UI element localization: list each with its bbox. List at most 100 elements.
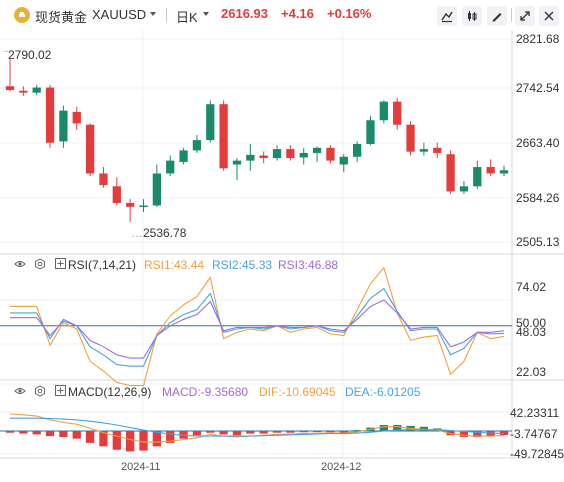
macd-histogram-bar — [339, 431, 348, 433]
y-tick-label: 2742.54 — [516, 81, 560, 95]
macd-histogram-bar — [459, 431, 469, 437]
y-tick-label: 2505.13 — [516, 235, 560, 249]
macd-histogram-bar — [112, 431, 121, 450]
macd-value: MACD:-9.35680 — [162, 385, 249, 399]
rsi-lines-layer — [0, 266, 512, 387]
gold-coin-icon — [14, 7, 30, 23]
y-tick-label: 2584.26 — [516, 191, 560, 205]
close-icon[interactable] — [539, 6, 559, 26]
candle-body — [59, 110, 68, 142]
high-price-label: ¨2790.02 — [4, 48, 52, 62]
pen-icon[interactable] — [487, 6, 507, 26]
macd-histogram-bar — [286, 431, 295, 433]
rsi3-value: RSI3:46.88 — [278, 258, 339, 272]
macd-histogram-bar — [312, 431, 322, 432]
rsi1-value: RSI1:43.44 — [144, 258, 205, 272]
macd-histogram-bar — [299, 431, 308, 433]
macd-histogram-bar — [232, 431, 242, 436]
candle-body — [19, 90, 28, 93]
macd-histogram-bar — [192, 431, 202, 436]
macd-histogram-bar — [139, 431, 148, 451]
macd-histogram-bar — [499, 431, 509, 435]
brush-icon[interactable] — [437, 6, 457, 26]
macd-histogram-bar — [72, 431, 81, 439]
timeframe-dropdown-chevron-icon[interactable] — [203, 12, 209, 16]
timeframe-selector[interactable]: 日K — [176, 10, 198, 25]
macd-histogram-bar — [352, 430, 362, 432]
dif-line — [9, 413, 505, 443]
candle-body — [393, 101, 402, 125]
macd-histogram-bar — [473, 431, 482, 437]
rsi-y-tick: 48.03 — [516, 325, 547, 339]
toolbar-divider — [166, 8, 167, 22]
candle-body — [259, 155, 268, 159]
macd-histogram-bar — [259, 431, 268, 434]
macd-histogram-bar — [19, 431, 28, 434]
candle-body — [379, 101, 388, 121]
candle-body — [206, 104, 215, 141]
candle-body — [246, 154, 255, 161]
candle-body — [446, 154, 455, 192]
macd-histogram-bar — [206, 431, 215, 433]
eye-icon[interactable] — [14, 385, 26, 400]
macd-histogram-bar — [272, 431, 282, 433]
symbol-name[interactable]: 现货黄金 — [35, 10, 88, 25]
candle-body — [219, 104, 228, 169]
expand-icon[interactable] — [55, 258, 66, 272]
macd-histogram-bar — [99, 431, 108, 447]
candle-body — [352, 143, 362, 157]
rsi-y-tick: 74.02 — [516, 280, 547, 294]
price-change-percent: +0.16% — [327, 6, 372, 21]
rsi-header: RSI(7,14,21) RSI1:43.44 RSI2:45.33 RSI3:… — [0, 258, 510, 276]
settings-icon[interactable] — [34, 258, 46, 273]
x-tick-label: 2024-12 — [321, 461, 362, 473]
rsi-y-tick: 50.00 — [516, 316, 547, 330]
candle-body — [459, 186, 469, 192]
macd-histogram-bar — [152, 431, 162, 447]
candlestick-settings-icon[interactable] — [462, 6, 482, 26]
expand-icon[interactable] — [55, 385, 66, 399]
rsi-y-tick: 22.03 — [516, 365, 547, 379]
chart-grid — [0, 30, 564, 459]
candle-body — [232, 160, 242, 165]
collapse-icon[interactable] — [515, 6, 535, 26]
rsi3-line — [10, 299, 505, 359]
macd-y-tick: -3.74767 — [510, 427, 558, 441]
symbol-dropdown-chevron-icon[interactable] — [150, 12, 156, 16]
candle-body — [419, 149, 429, 152]
low-price-label: …2536.78 — [131, 226, 187, 240]
y-tick-label: 2821.68 — [516, 32, 560, 46]
candle-body — [32, 87, 41, 93]
dea-value: DEA:-6.01205 — [345, 385, 421, 399]
macd-histogram-bar — [59, 431, 68, 437]
dea-line — [10, 417, 505, 437]
candle-body — [99, 173, 108, 186]
candle-body — [139, 205, 148, 208]
macd-layer — [0, 413, 512, 452]
eye-icon[interactable] — [14, 258, 26, 273]
candle-body — [406, 124, 415, 152]
candle-body — [286, 149, 295, 159]
macd-y-tick: 42.23311 — [510, 406, 560, 420]
candle-body — [433, 147, 442, 153]
rsi2-value: RSI2:45.33 — [212, 258, 273, 272]
macd-title: MACD(12,26,9) — [68, 385, 152, 399]
last-price: 2616.93 — [221, 6, 268, 21]
macd-histogram-bar — [393, 425, 402, 431]
macd-histogram-bar — [246, 431, 255, 434]
candle-body — [45, 87, 55, 143]
candle-body — [499, 170, 509, 174]
settings-icon[interactable] — [34, 385, 46, 400]
candle-body — [339, 156, 348, 165]
symbol-code[interactable]: XAUUSD — [92, 7, 147, 22]
candle-body — [112, 186, 121, 203]
candle-body — [126, 202, 135, 207]
price-change: +4.16 — [281, 6, 314, 21]
rsi-title: RSI(7,14,21) — [68, 258, 137, 272]
candle-body — [179, 150, 188, 162]
dif-value: DIF:-10.69045 — [259, 385, 336, 399]
chart-toolbar: 现货黄金 XAUUSD 日K 2616.93 +4.16 +0.16% — [0, 0, 564, 30]
macd-histogram-bar — [326, 431, 335, 433]
candle-body — [366, 120, 375, 144]
